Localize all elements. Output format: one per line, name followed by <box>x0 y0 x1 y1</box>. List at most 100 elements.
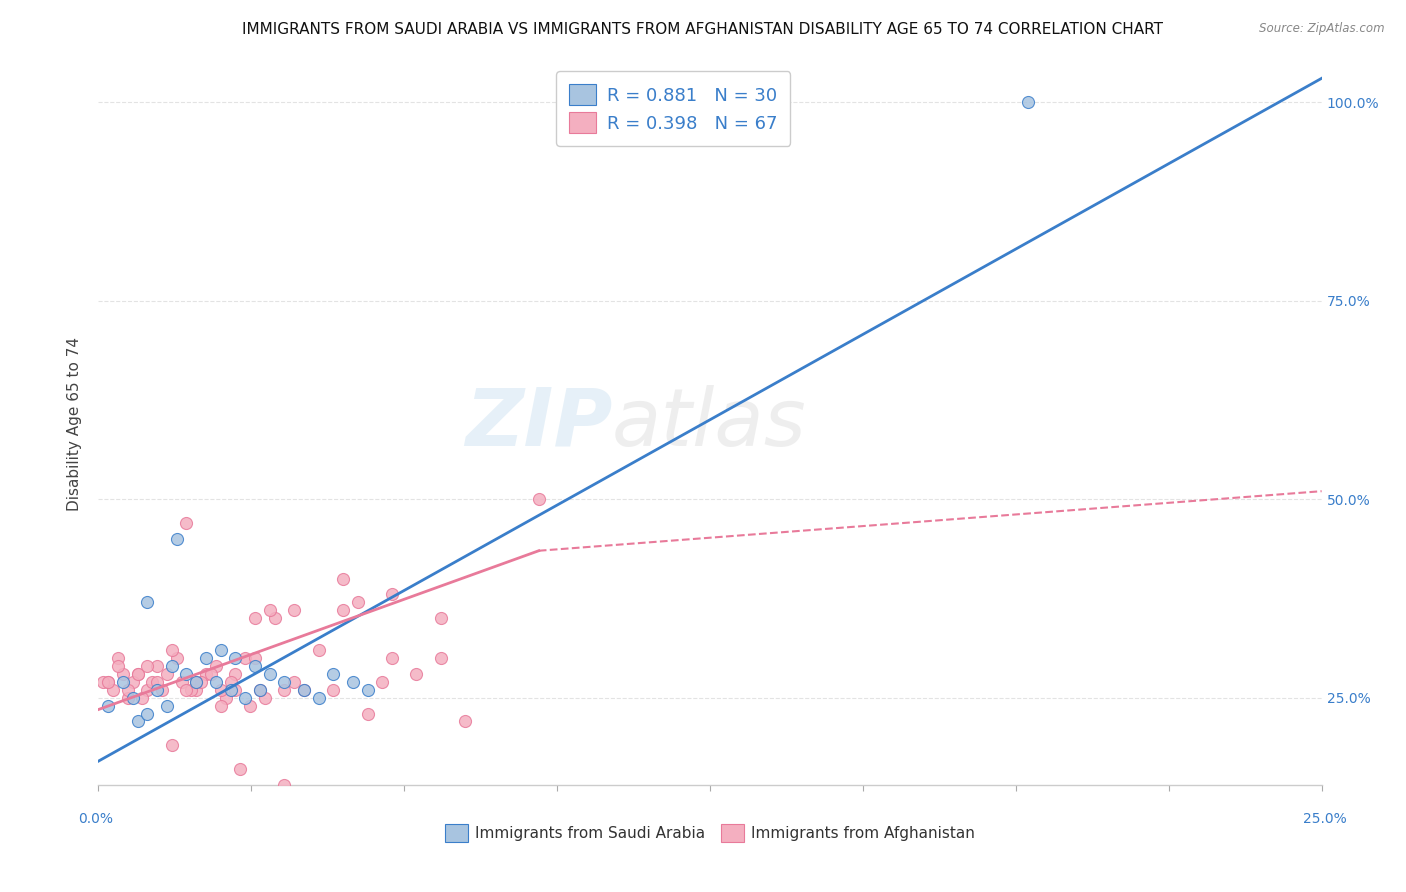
Point <box>381 587 404 601</box>
Point <box>283 674 305 689</box>
Point <box>121 690 143 705</box>
Text: 0.0%: 0.0% <box>79 812 112 826</box>
Point <box>239 698 262 713</box>
Text: 25.0%: 25.0% <box>1302 812 1347 826</box>
Point <box>176 682 198 697</box>
Point <box>131 690 153 705</box>
Point <box>190 674 212 689</box>
Point <box>249 682 271 697</box>
Point <box>166 532 188 546</box>
Point <box>454 714 477 729</box>
Point <box>346 595 368 609</box>
Point <box>97 698 120 713</box>
Point <box>136 595 159 609</box>
Point <box>156 698 179 713</box>
Point <box>259 603 281 617</box>
Point <box>430 651 453 665</box>
Point <box>259 666 281 681</box>
Point <box>214 690 236 705</box>
Text: ZIP: ZIP <box>465 384 612 463</box>
Point <box>97 674 120 689</box>
Point <box>308 643 330 657</box>
Point <box>356 682 378 697</box>
Text: atlas: atlas <box>612 384 807 463</box>
Point <box>243 658 266 673</box>
Point <box>91 674 114 689</box>
Point <box>209 643 232 657</box>
Y-axis label: Disability Age 65 to 74: Disability Age 65 to 74 <box>67 336 83 511</box>
Point <box>107 658 129 673</box>
Point <box>381 651 404 665</box>
Point <box>253 690 276 705</box>
Point <box>273 778 295 792</box>
Point <box>283 786 305 800</box>
Point <box>146 658 169 673</box>
Point <box>356 706 378 721</box>
Point <box>430 611 453 625</box>
Point <box>224 666 246 681</box>
Point <box>229 762 252 776</box>
Point <box>111 674 134 689</box>
Point <box>121 674 143 689</box>
Point <box>405 666 427 681</box>
Point <box>101 682 124 697</box>
Point <box>127 666 149 681</box>
Point <box>136 706 159 721</box>
Point <box>200 666 222 681</box>
Point <box>195 651 218 665</box>
Point <box>224 651 246 665</box>
Point <box>243 651 266 665</box>
Text: Source: ZipAtlas.com: Source: ZipAtlas.com <box>1260 22 1385 36</box>
Point <box>186 674 208 689</box>
Point <box>219 682 242 697</box>
Point <box>209 698 232 713</box>
Point <box>233 690 256 705</box>
Point <box>170 674 193 689</box>
Point <box>233 651 256 665</box>
Point <box>180 682 202 697</box>
Point <box>332 603 354 617</box>
Point <box>273 682 295 697</box>
Point <box>342 674 364 689</box>
Point <box>160 643 183 657</box>
Point <box>127 714 149 729</box>
Point <box>243 611 266 625</box>
Point <box>263 611 285 625</box>
Point <box>107 651 129 665</box>
Point <box>176 666 198 681</box>
Point <box>111 666 134 681</box>
Point <box>224 682 246 697</box>
Point <box>117 690 139 705</box>
Point <box>195 666 218 681</box>
Point <box>166 651 188 665</box>
Point <box>160 738 183 752</box>
Legend: Immigrants from Saudi Arabia, Immigrants from Afghanistan: Immigrants from Saudi Arabia, Immigrants… <box>437 817 983 849</box>
Point <box>219 674 242 689</box>
Text: IMMIGRANTS FROM SAUDI ARABIA VS IMMIGRANTS FROM AFGHANISTAN DISABILITY AGE 65 TO: IMMIGRANTS FROM SAUDI ARABIA VS IMMIGRAN… <box>242 22 1164 37</box>
Point <box>249 682 271 697</box>
Point <box>283 603 305 617</box>
Point <box>156 666 179 681</box>
Point <box>371 674 394 689</box>
Point <box>527 492 550 507</box>
Point <box>292 682 315 697</box>
Point <box>117 786 139 800</box>
Point <box>97 674 120 689</box>
Point <box>209 682 232 697</box>
Point <box>273 674 295 689</box>
Point <box>146 682 169 697</box>
Point <box>136 658 159 673</box>
Point <box>1017 95 1039 110</box>
Point <box>205 658 228 673</box>
Point <box>332 572 354 586</box>
Point <box>141 674 163 689</box>
Point <box>136 682 159 697</box>
Point <box>160 658 183 673</box>
Point <box>186 682 208 697</box>
Point <box>205 674 228 689</box>
Point <box>322 682 344 697</box>
Point <box>150 682 173 697</box>
Point <box>146 674 169 689</box>
Point <box>127 666 149 681</box>
Point <box>308 690 330 705</box>
